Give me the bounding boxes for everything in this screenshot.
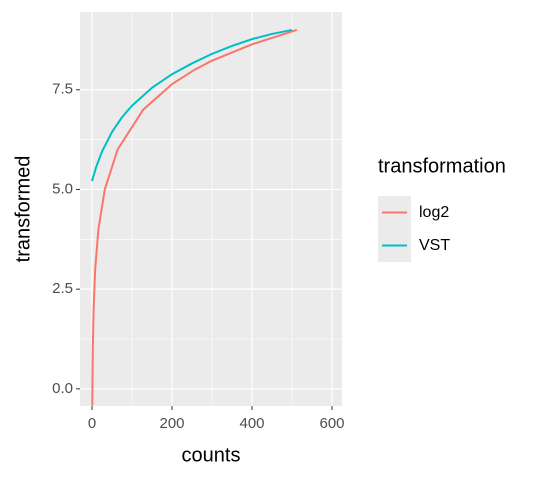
y-axis-title: transformed bbox=[12, 156, 34, 263]
line bbox=[91, 28, 293, 182]
x-tick-label: 400 bbox=[239, 415, 264, 432]
y-tick-label: 7.5 bbox=[52, 81, 73, 98]
legend-label: VST bbox=[419, 237, 450, 254]
panel bbox=[80, 12, 342, 406]
legend-title: transformation bbox=[378, 155, 506, 177]
y-tick-label: 2.5 bbox=[52, 280, 73, 297]
y-tick-label: 0.0 bbox=[52, 380, 73, 397]
y-tick-label: 5.0 bbox=[52, 180, 73, 197]
legend-label: log2 bbox=[419, 204, 449, 221]
x-axis-title: counts bbox=[182, 444, 241, 466]
x-tick-label: 600 bbox=[319, 415, 344, 432]
x-tick-label: 200 bbox=[159, 415, 184, 432]
x-tick-label: 0 bbox=[88, 415, 96, 432]
line bbox=[91, 28, 298, 406]
